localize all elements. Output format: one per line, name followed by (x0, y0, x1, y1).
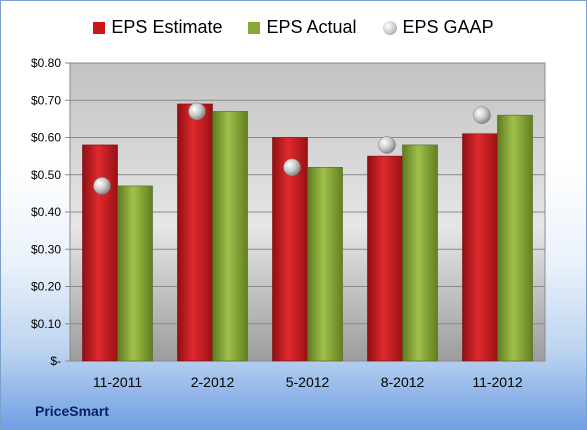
legend: EPS Estimate EPS Actual EPS GAAP (1, 17, 586, 38)
legend-item-eps-actual: EPS Actual (248, 17, 357, 38)
marker-eps-gaap (378, 136, 396, 154)
x-tick-label: 5-2012 (286, 374, 330, 390)
legend-label-eps-estimate: EPS Estimate (111, 17, 223, 37)
y-tick-label: $0.60 (31, 131, 61, 145)
bar-eps-actual (497, 114, 533, 362)
marker-eps-gaap (473, 106, 491, 124)
y-tick-label: $0.40 (31, 205, 61, 219)
marker-eps-gaap (188, 102, 206, 121)
bar-eps-actual (212, 111, 248, 362)
legend-swatch-eps-actual (248, 21, 261, 34)
x-tick-label: 11-2011 (93, 374, 143, 390)
x-tick-label: 8-2012 (381, 374, 425, 390)
x-tick-label: 2-2012 (191, 374, 235, 390)
legend-item-eps-estimate: EPS Estimate (93, 17, 222, 38)
x-tick-label: 11-2012 (472, 374, 523, 390)
bar-eps-actual (117, 185, 153, 362)
legend-swatch-eps-gaap (382, 20, 397, 35)
bar-eps-actual (402, 144, 438, 362)
legend-label-eps-actual: EPS Actual (266, 17, 357, 37)
bar-eps-estimate (82, 144, 118, 362)
y-tick-label: $0.70 (31, 93, 61, 107)
bar-eps-actual (307, 167, 343, 362)
bar-eps-estimate (462, 133, 498, 362)
marker-layer (93, 102, 491, 195)
legend-item-eps-gaap: EPS GAAP (382, 17, 494, 38)
legend-label-eps-gaap: EPS GAAP (402, 17, 494, 37)
bar-eps-estimate (177, 103, 213, 362)
company-label: PriceSmart (35, 403, 109, 419)
y-tick-label: $0.10 (31, 317, 61, 331)
y-tick-label: $0.50 (31, 168, 61, 182)
legend-swatch-eps-estimate (93, 21, 106, 34)
y-tick-label: $0.20 (31, 280, 61, 294)
marker-eps-gaap (93, 177, 111, 195)
y-tick-label: $0.80 (31, 56, 61, 70)
axis-layer: $- $0.10 $0.20 $0.30 $0.40 $0.50 $0.60 $0.70 $0.… (31, 56, 523, 390)
y-tick-label: $0.30 (31, 242, 61, 256)
bar-eps-estimate (367, 155, 403, 362)
marker-eps-gaap (283, 158, 301, 177)
y-tick-label: $- (50, 354, 61, 368)
